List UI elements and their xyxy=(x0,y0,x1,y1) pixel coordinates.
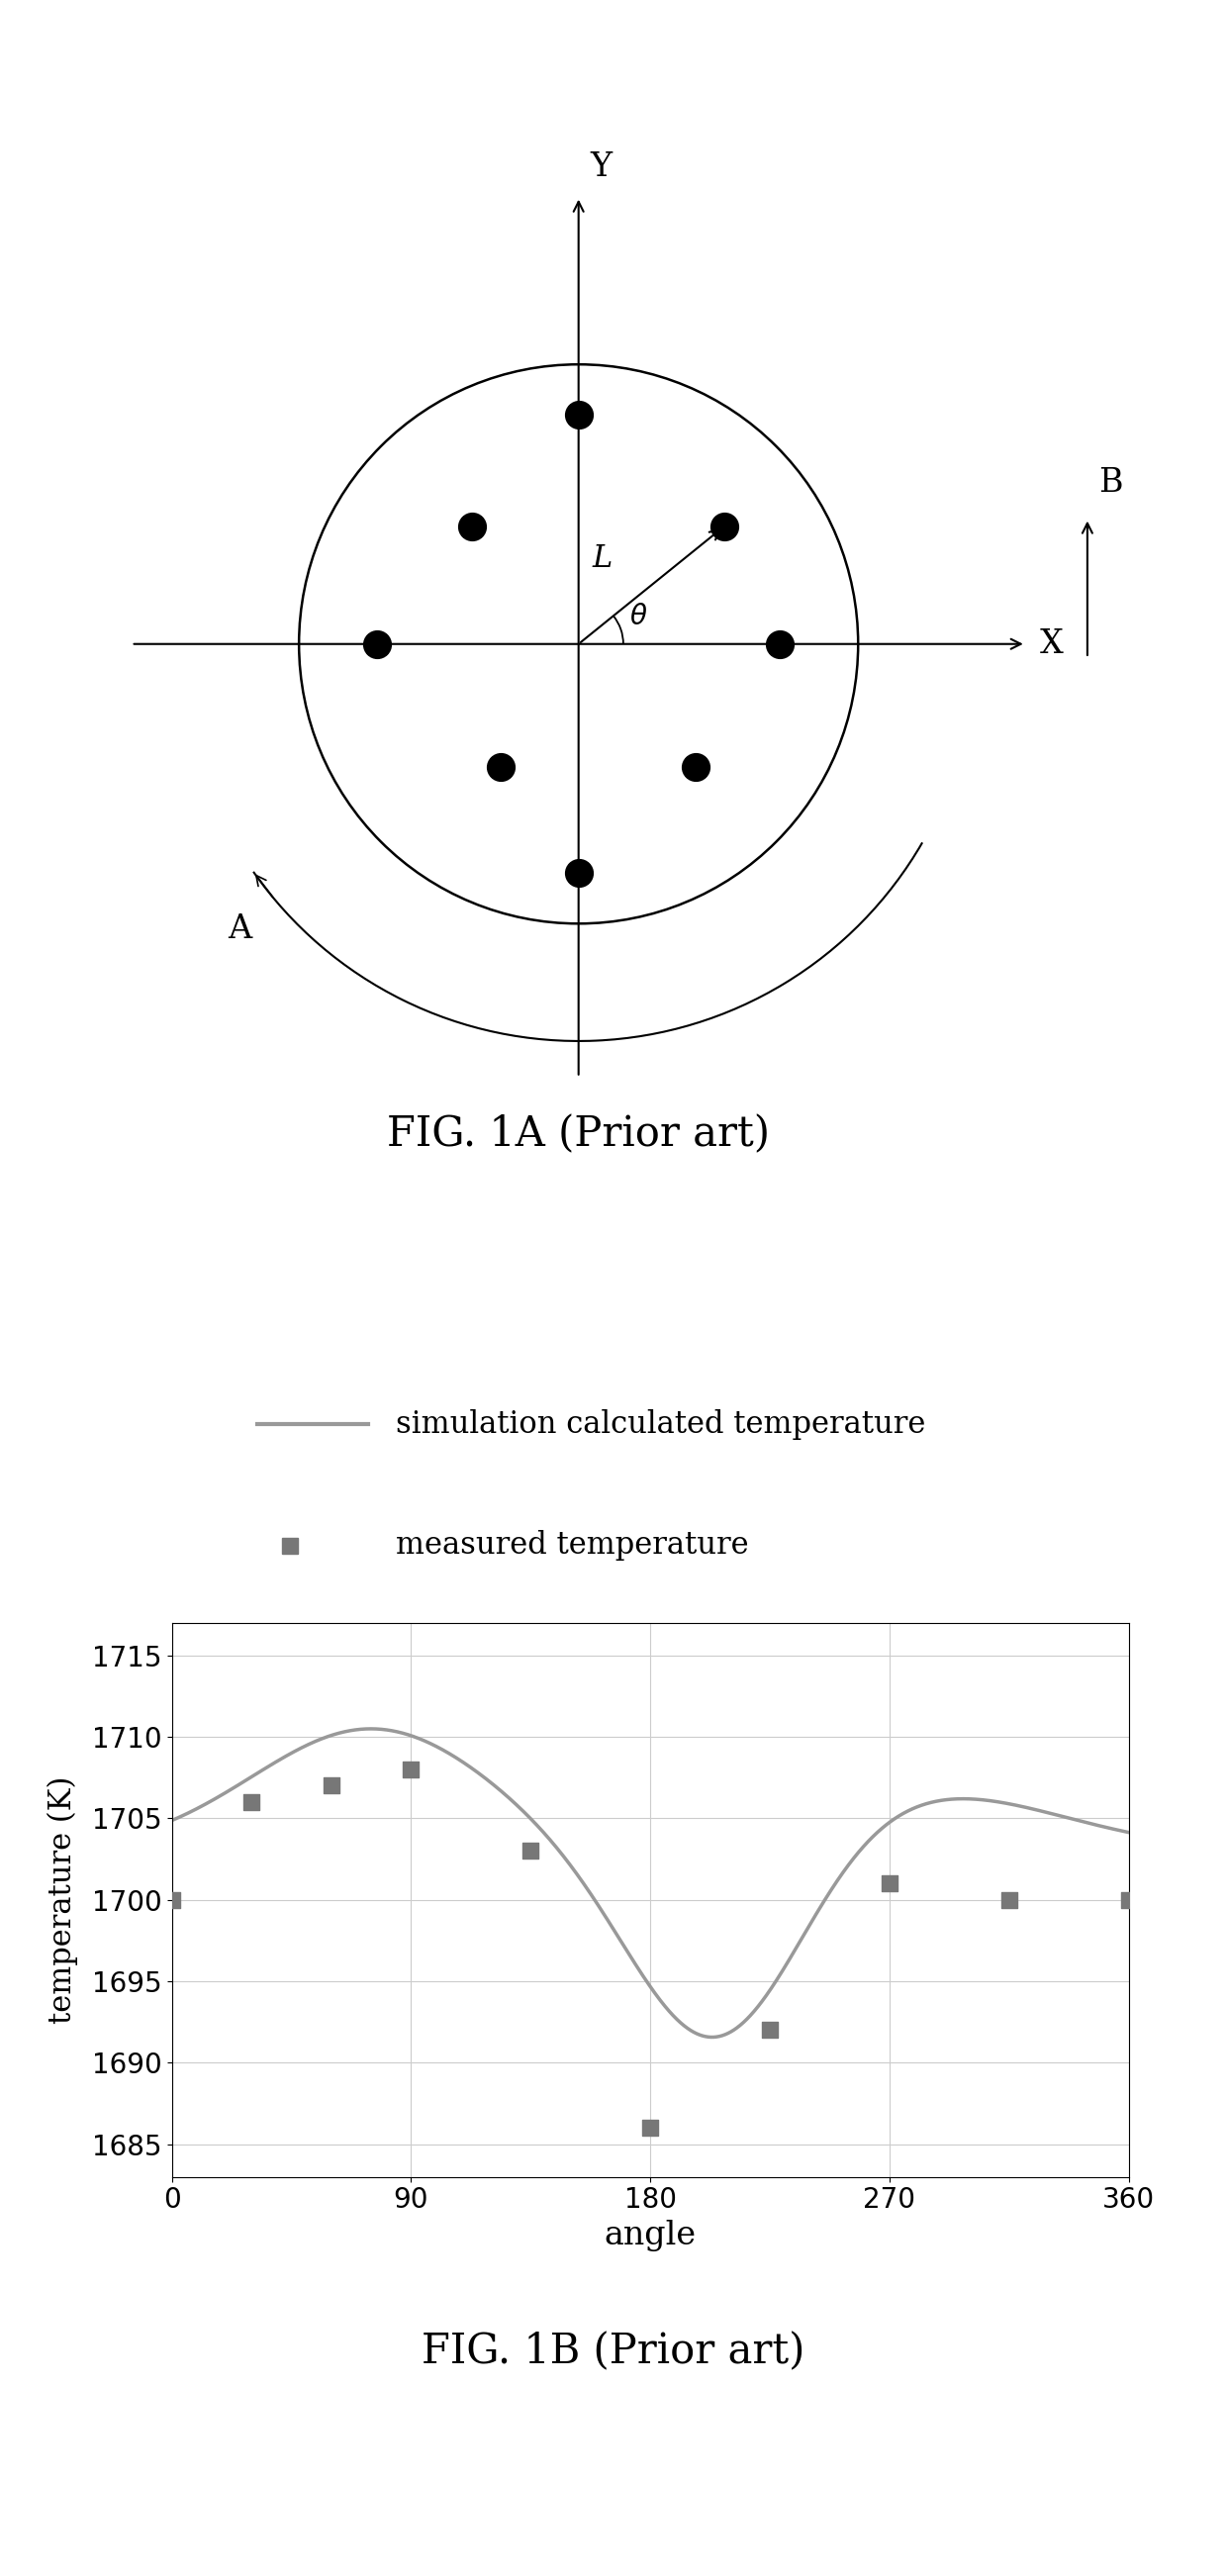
Point xyxy=(640,2107,660,2148)
Point xyxy=(242,1783,261,1824)
Point xyxy=(1119,1878,1139,1919)
Point xyxy=(520,1832,540,1873)
Text: simulation calculated temperature: simulation calculated temperature xyxy=(395,1409,925,1440)
Text: $\theta$: $\theta$ xyxy=(629,603,647,631)
X-axis label: angle: angle xyxy=(604,2221,697,2251)
Text: FIG. 1B (Prior art): FIG. 1B (Prior art) xyxy=(422,2331,805,2372)
Point xyxy=(321,1765,341,1806)
Text: Y: Y xyxy=(590,152,611,183)
Point xyxy=(880,1862,899,1904)
Text: measured temperature: measured temperature xyxy=(395,1530,748,1561)
Text: B: B xyxy=(1098,466,1123,500)
Point xyxy=(162,1878,182,1919)
Text: A: A xyxy=(227,914,252,945)
Point xyxy=(401,1749,421,1790)
Point xyxy=(999,1878,1018,1919)
Text: FIG. 1A (Prior art): FIG. 1A (Prior art) xyxy=(387,1113,771,1154)
Point xyxy=(761,2009,780,2050)
Y-axis label: temperature (K): temperature (K) xyxy=(48,1775,79,2025)
Text: L: L xyxy=(593,544,612,574)
Text: X: X xyxy=(1039,629,1064,659)
